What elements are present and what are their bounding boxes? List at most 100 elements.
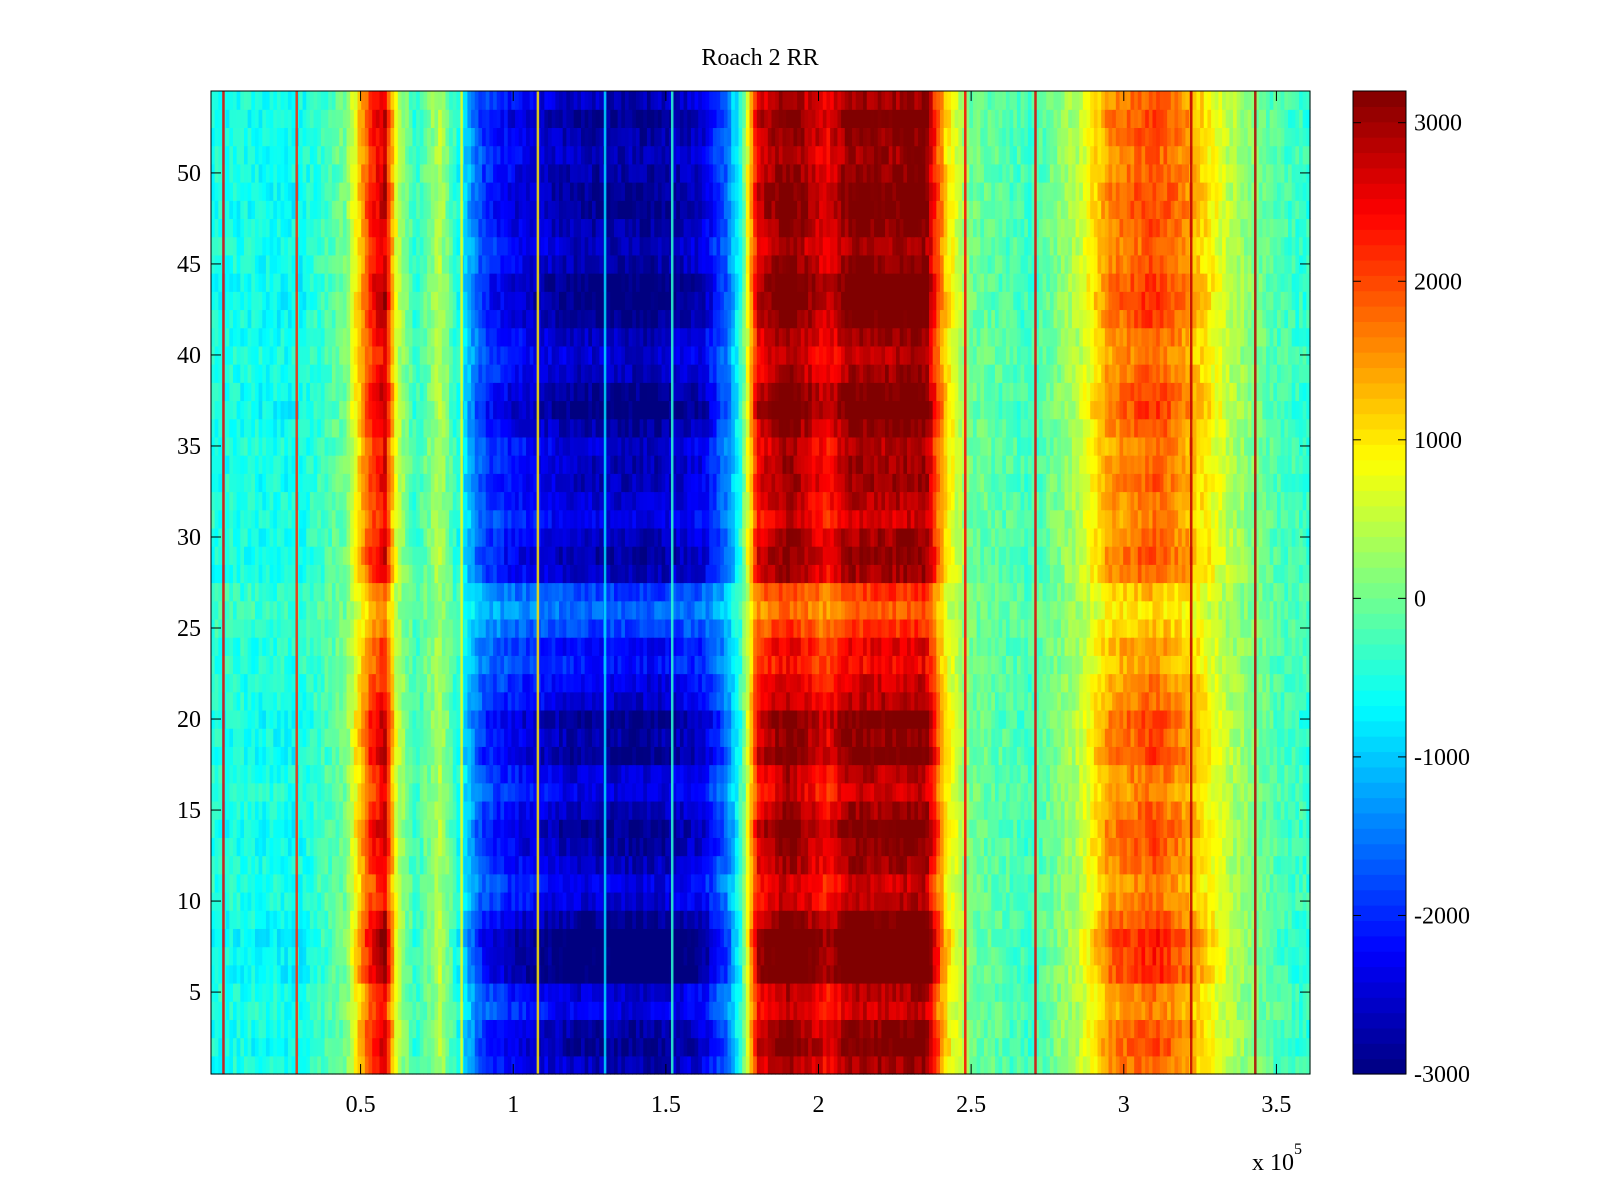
heatmap-cell [877,764,882,784]
heatmap-cell [276,891,282,911]
heatmap-cell [848,837,853,857]
heatmap-cell [1141,910,1146,929]
heatmap-cell [1064,800,1069,820]
heatmap-cell [401,800,406,820]
heatmap-cell [760,782,765,802]
heatmap-cell [1071,910,1077,929]
heatmap-cell [562,1055,567,1075]
heatmap-cell [1020,837,1025,857]
heatmap-cell [994,964,1000,984]
heatmap-cell [445,1037,450,1057]
heatmap-cell [848,1001,853,1020]
heatmap-cell [617,910,622,929]
heatmap-cell [683,1019,688,1039]
heatmap-cell [709,1055,714,1075]
heatmap-cell [1288,910,1293,929]
heatmap-cell [1101,855,1106,875]
heatmap-cell [1020,855,1025,875]
heatmap-cell [800,946,806,966]
heatmap-cell [1284,946,1289,966]
heatmap-cell [969,928,974,948]
heatmap-cell [405,819,410,838]
heatmap-cell [815,1019,820,1039]
heatmap-cell [1163,928,1168,948]
heatmap-cell [584,928,589,948]
heatmap-cell [877,964,882,984]
heatmap-cell [943,928,948,948]
heatmap-cell [830,764,835,784]
heatmap-cell [1130,964,1135,984]
heatmap-cell [1130,982,1135,1002]
heatmap-cell [1170,1019,1176,1039]
heatmap-cell [1229,782,1234,802]
heatmap-cell [1134,1055,1139,1075]
heatmap-cell [870,982,875,1002]
heatmap-cell [328,910,333,929]
heatmap-cell [317,1019,322,1039]
heatmap-cell [317,873,322,893]
heatmap-cell [734,819,740,838]
heatmap-cell [833,800,839,820]
heatmap-cell [1013,891,1018,911]
heatmap-cell [1258,964,1263,984]
heatmap-cell [591,764,597,784]
heatmap-cell [1093,982,1099,1002]
heatmap-cell [764,800,769,820]
heatmap-cell [449,891,454,911]
heatmap-cell [852,873,857,893]
heatmap-cell [771,946,776,966]
heatmap-cell [745,964,751,984]
heatmap-cell [855,800,861,820]
heatmap-cell [430,964,436,984]
heatmap-cell [276,910,282,929]
heatmap-cell [1178,1001,1183,1020]
heatmap-cell [478,1037,483,1057]
heatmap-cell [760,946,765,966]
heatmap-cell [504,1001,509,1020]
heatmap-cell [471,873,476,893]
heatmap-cell [478,1055,483,1075]
heatmap-cell [515,855,520,875]
heatmap-cell [929,782,934,802]
heatmap-cell [918,891,923,911]
heatmap-cell [786,782,791,802]
heatmap-cell [581,1001,586,1020]
heatmap-cell [819,819,824,838]
heatmap-cell [328,1055,333,1075]
heatmap-cell [544,1055,549,1075]
heatmap-cell [320,928,326,948]
heatmap-cell [672,946,677,966]
heatmap-cell [452,800,458,820]
heatmap-cell [738,819,743,838]
heatmap-cell [383,800,388,820]
heatmap-cell [471,855,476,875]
heatmap-cell [1060,964,1066,984]
heatmap-cell [599,782,604,802]
heatmap-cell [485,819,491,838]
heatmap-cell [551,1019,556,1039]
heatmap-cell [1049,782,1055,802]
heatmap-cell [211,855,216,875]
heatmap-cell [646,764,652,784]
heatmap-cell [434,982,439,1002]
heatmap-cell [870,964,875,984]
heatmap-cell [863,1019,868,1039]
heatmap-cell [606,837,611,857]
heatmap-cell [408,837,414,857]
heatmap-cell [646,946,652,966]
heatmap-cell [954,964,959,984]
heatmap-cell [1097,1001,1102,1020]
heatmap-cell [1222,928,1227,948]
heatmap-cell [1134,1037,1139,1057]
heatmap-cell [247,873,252,893]
heatmap-cell [694,782,699,802]
heatmap-cell [1145,819,1150,838]
heatmap-cell [932,819,937,838]
heatmap-cell [1009,1019,1014,1039]
heatmap-cell [947,1055,952,1075]
heatmap-cell [1086,837,1091,857]
heatmap-cell [1167,891,1172,911]
heatmap-cell [1097,982,1102,1002]
heatmap-cell [830,782,835,802]
heatmap-cell [687,837,692,857]
